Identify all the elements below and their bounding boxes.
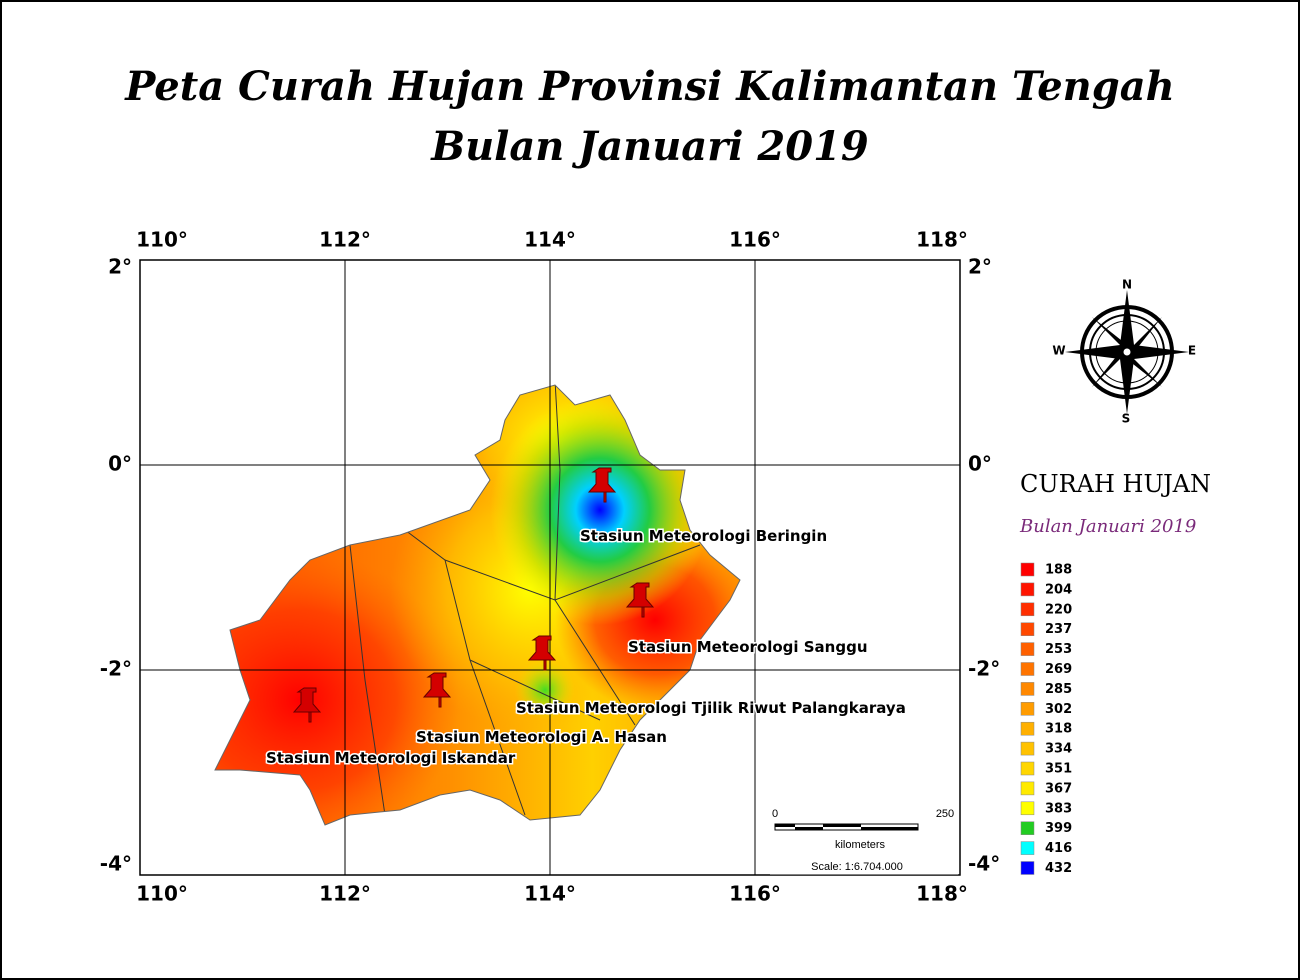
legend-label: 302 [1045,702,1072,717]
legend-swatch [1020,861,1035,875]
legend-label: 285 [1045,682,1072,697]
title: Peta Curah Hujan Provinsi Kalimantan Ten… [124,63,1174,110]
station-pin [527,635,557,671]
legend-label: 220 [1045,602,1072,617]
legend-swatch [1020,602,1035,617]
station-pin [292,687,322,723]
legend-swatch [1020,761,1035,776]
lon-label: 112° [319,882,371,906]
station-pin [625,582,655,618]
legend-label: 416 [1045,841,1072,856]
legend-swatch [1020,821,1035,835]
legend-label: 367 [1045,781,1072,796]
legend-swatch [1020,682,1035,696]
scale-end: 250 [936,808,954,820]
lon-label: 118° [916,882,968,906]
legend-swatch [1020,642,1035,656]
legend-subtitle: Bulan Januari 2019 [1019,516,1196,537]
lat-label: -2° [968,657,1000,681]
legend-label: 188 [1045,563,1072,578]
lat-label: 2° [108,255,132,279]
legend-swatch [1020,562,1035,577]
legend-title: CURAH HUJAN [1020,470,1211,498]
legend-swatch [1020,622,1035,636]
scale-unit: kilometers [835,839,886,851]
compass-label: W [1052,344,1065,358]
legend-swatch [1020,662,1035,676]
station-label: Stasiun Meteorologi Sanggu [628,638,868,656]
legend-swatch [1020,801,1035,816]
station-pin [587,467,617,503]
station-label: Stasiun Meteorologi Beringin [580,527,827,545]
title: Bulan Januari 2019 [430,123,868,170]
legend-label: 399 [1045,821,1072,836]
lon-label: 114° [524,882,576,906]
legend-swatch [1020,781,1035,796]
lon-label: 110° [136,228,188,252]
legend-label: 253 [1045,642,1072,657]
compass-label: S [1122,412,1131,426]
lat-label: 2° [968,255,992,279]
station-label: Stasiun Meteorologi A. Hasan [416,728,667,746]
scale-start: 0 [772,808,778,820]
lat-label: 0° [108,452,132,476]
legend-label: 237 [1045,622,1072,637]
legend-swatch [1020,841,1035,855]
legend-swatch [1020,741,1035,756]
station-label: Stasiun Meteorologi Tjilik Riwut Palangk… [516,699,906,717]
lon-label: 116° [729,228,781,252]
station-label: Stasiun Meteorologi Iskandar [266,749,516,767]
legend-swatch [1020,721,1035,736]
station-pin [422,672,452,708]
legend-swatch [1020,702,1035,716]
compass: N E S W [1052,278,1196,426]
lat-label: 0° [968,452,992,476]
legend-label: 383 [1045,801,1072,816]
legend-label: 269 [1045,662,1072,677]
compass-label: E [1188,344,1196,358]
compass-label: N [1122,278,1132,292]
scale-bar: 0 250 kilometers Scale: 1:6.704.000 [770,805,958,875]
legend-label: 432 [1045,861,1072,876]
lon-label: 118° [916,228,968,252]
legend-label: 204 [1045,582,1072,597]
legend-swatch [1020,582,1035,597]
lat-label: -4° [100,852,132,876]
lon-label: 110° [136,882,188,906]
lon-label: 112° [319,228,371,252]
lat-label: -4° [968,852,1000,876]
legend-label: 334 [1045,742,1072,757]
legend-label: 318 [1045,722,1072,737]
legend-label: 351 [1045,762,1072,777]
rainfall-surface [215,385,740,825]
lat-label: -2° [100,657,132,681]
lon-label: 114° [524,228,576,252]
scale-ratio: Scale: 1:6.704.000 [811,861,903,873]
lon-label: 116° [729,882,781,906]
